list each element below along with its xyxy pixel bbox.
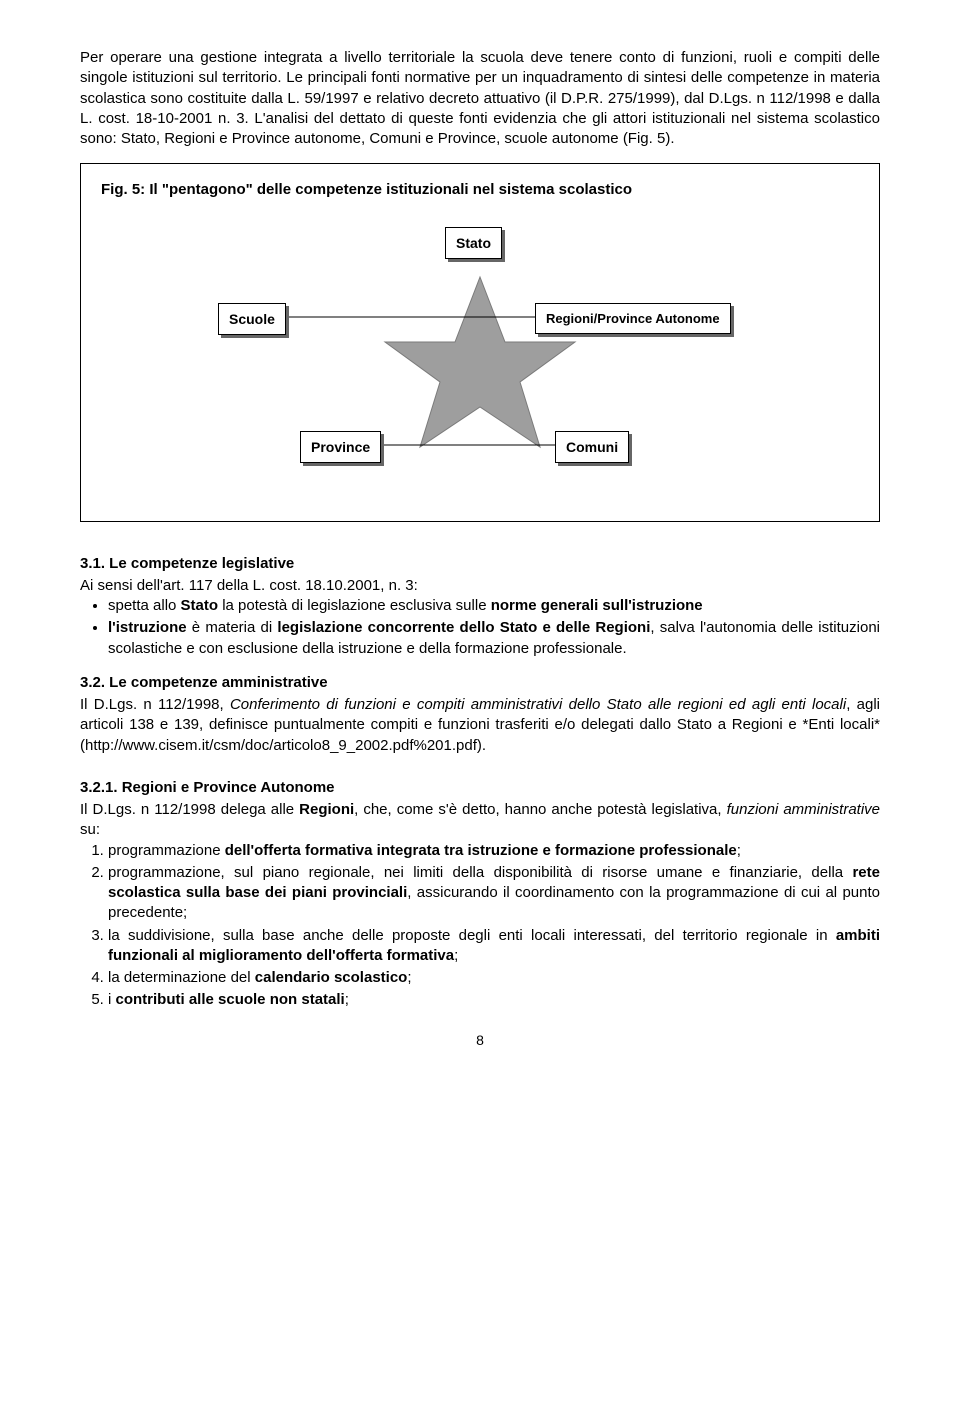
list-item: programmazione dell'offerta formativa in…	[108, 841, 880, 861]
lead-3-2-1: Il D.Lgs. n 112/1998 delega alle Regioni…	[80, 800, 880, 841]
list-item: spetta allo Stato la potestà di legislaz…	[108, 596, 880, 616]
list-item: la determinazione del calendario scolast…	[108, 968, 880, 988]
list-item: programmazione, sul piano regionale, nei…	[108, 863, 880, 924]
intro-paragraph: Per operare una gestione integrata a liv…	[80, 48, 880, 149]
list-3-2-1: programmazione dell'offerta formativa in…	[80, 841, 880, 1011]
list-item: i contributi alle scuole non statali;	[108, 990, 880, 1010]
figure-5-box: Fig. 5: Il "pentagono" delle competenze …	[80, 163, 880, 521]
node-stato: Stato	[445, 227, 502, 260]
heading-3-1: 3.1. Le competenze legislative	[80, 554, 880, 574]
page-number: 8	[80, 1031, 880, 1050]
node-province: Province	[300, 431, 381, 464]
para-3-2: Il D.Lgs. n 112/1998, Conferimento di fu…	[80, 695, 880, 756]
heading-3-2: 3.2. Le competenze amministrative	[80, 673, 880, 693]
node-regioni: Regioni/Province Autonome	[535, 303, 731, 335]
lead-3-1: Ai sensi dell'art. 117 della L. cost. 18…	[80, 576, 880, 596]
list-item: l'istruzione è materia di legislazione c…	[108, 618, 880, 659]
list-item: la suddivisione, sulla base anche delle …	[108, 926, 880, 967]
heading-3-2-1: 3.2.1. Regioni e Province Autonome	[80, 778, 880, 798]
node-scuole: Scuole	[218, 303, 286, 336]
pentagon-diagram: Stato Scuole Regioni/Province Autonome P…	[180, 217, 780, 497]
figure-title: Fig. 5: Il "pentagono" delle competenze …	[101, 180, 859, 200]
node-comuni: Comuni	[555, 431, 629, 464]
list-3-1: spetta allo Stato la potestà di legislaz…	[80, 596, 880, 659]
